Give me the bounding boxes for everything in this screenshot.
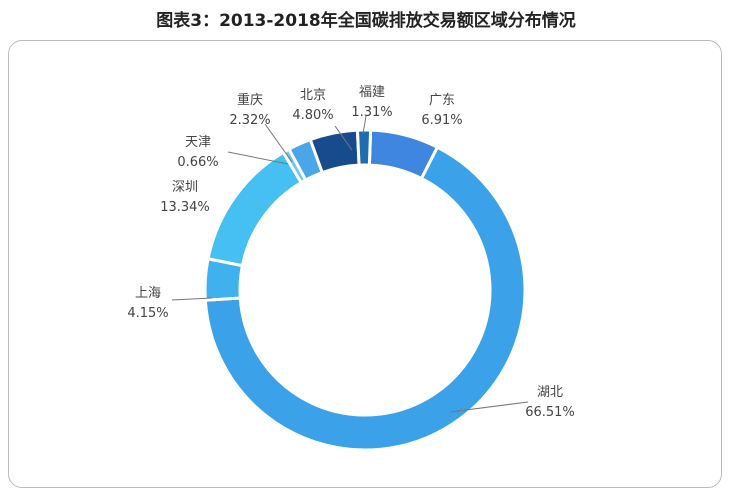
leader-line: [227, 151, 289, 165]
slice-value-label: 1.31%: [351, 105, 392, 120]
slice-name-label: 重庆: [237, 92, 263, 108]
slice-value-label: 4.15%: [127, 306, 168, 321]
slice-name-label: 福建: [359, 85, 385, 100]
slice-name-label: 北京: [300, 88, 326, 103]
chart-title: 图表3：2013-2018年全国碳排放交易额区域分布情况: [156, 11, 576, 31]
slice-value-label: 4.80%: [292, 108, 333, 123]
slice-value-label: 0.66%: [177, 155, 218, 170]
leader-line: [334, 125, 353, 151]
slice-name-label: 上海: [135, 286, 161, 301]
donut-slice-1: [203, 145, 527, 452]
slice-value-label: 66.51%: [525, 405, 575, 420]
slice-name-label: 天津: [185, 135, 211, 150]
slice-name-label: 湖北: [537, 385, 563, 400]
slice-name-label: 广东: [429, 93, 455, 108]
leader-line: [264, 123, 293, 163]
slice-value-label: 13.34%: [160, 200, 210, 215]
chart-frame: [8, 40, 722, 488]
leader-line: [449, 401, 529, 413]
slice-value-label: 6.91%: [421, 113, 462, 128]
donut-slice-3: [206, 150, 304, 268]
slice-name-label: 深圳: [172, 180, 198, 195]
leader-line: [362, 115, 367, 135]
slice-value-label: 2.32%: [229, 113, 270, 128]
donut-slice-7: [355, 128, 373, 167]
leader-line: [171, 297, 213, 301]
